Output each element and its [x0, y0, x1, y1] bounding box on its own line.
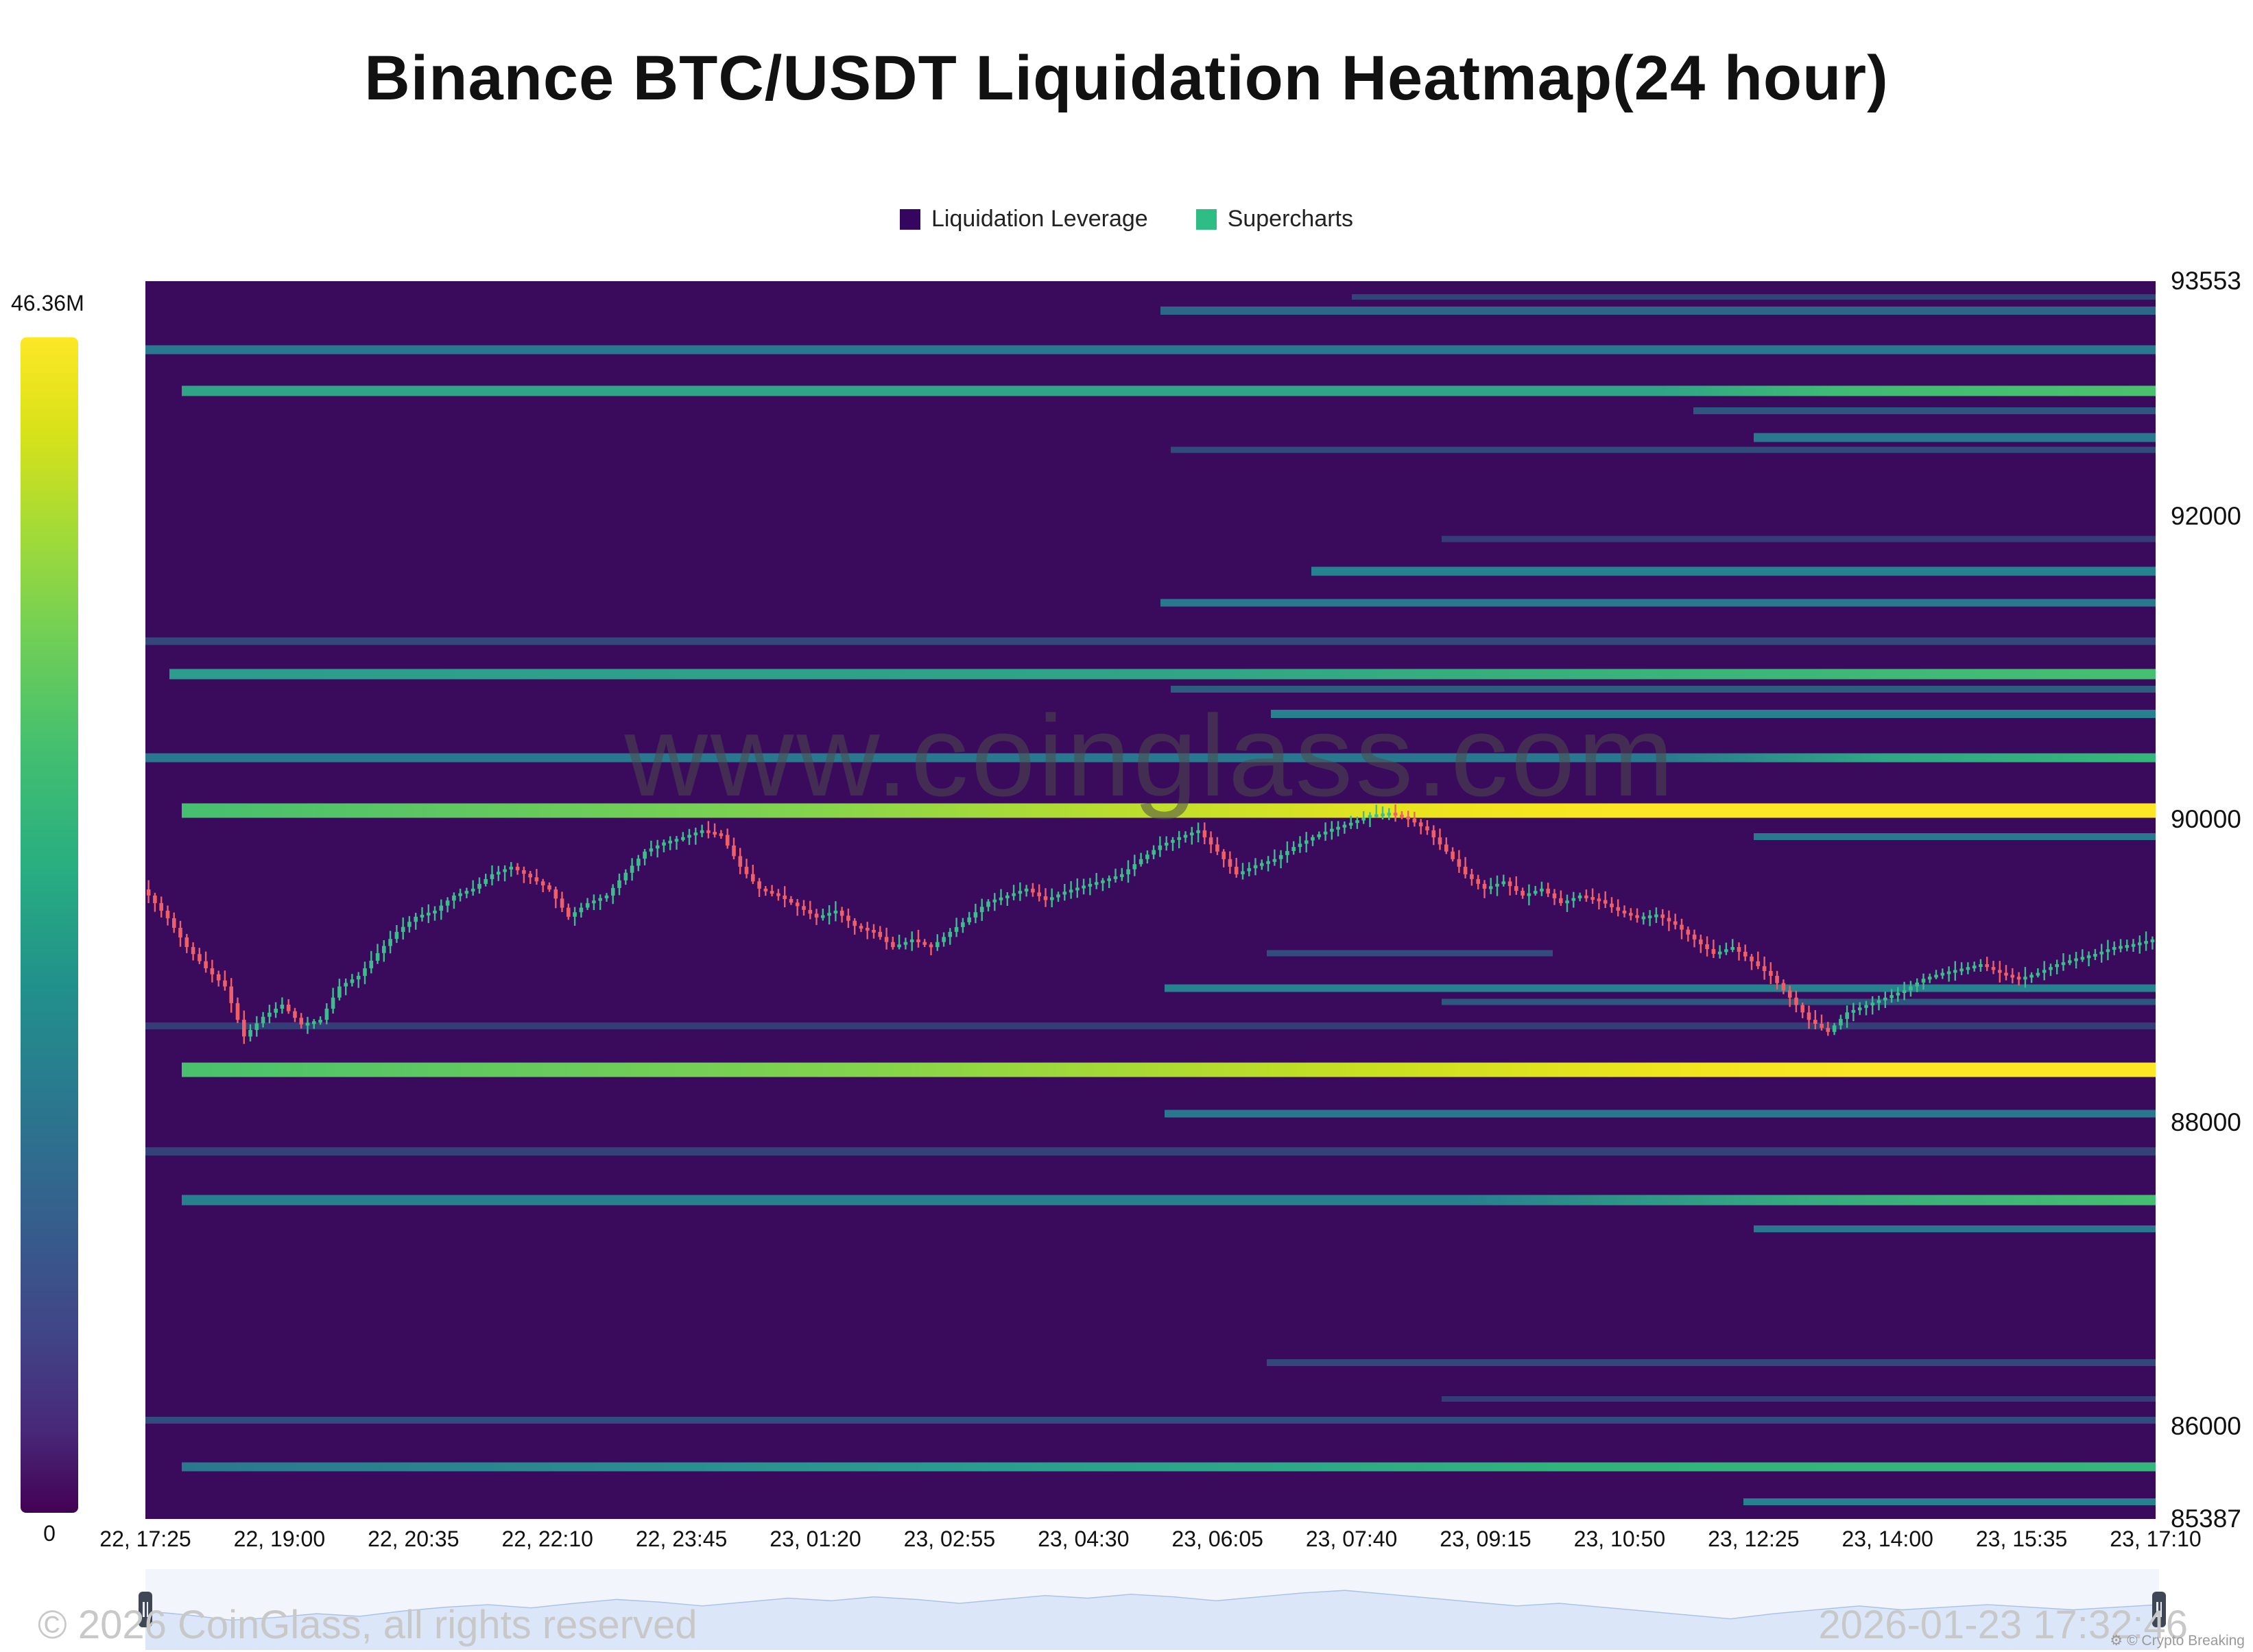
liquidation-band [1170, 446, 2156, 453]
liquidation-band [1170, 686, 2156, 693]
x-tick-label: 23, 14:00 [1841, 1527, 1933, 1551]
x-tick-label: 23, 15:35 [1975, 1527, 2068, 1551]
supercharts-swatch-icon [1195, 208, 1217, 230]
liquidation-band [1693, 407, 2156, 414]
liquidation-band [145, 1022, 2156, 1029]
liquidation-band [145, 1147, 2156, 1156]
page-title: Binance BTC/USDT Liquidation Heatmap(24 … [364, 43, 1889, 113]
x-tick-label: 23, 04:30 [1038, 1527, 1130, 1551]
liquidation-band [1753, 433, 2156, 442]
y-tick-label: 85387 [2171, 1505, 2241, 1533]
legend-item-liquidation-leverage[interactable]: Liquidation Leverage [899, 206, 1148, 232]
nav-handle-right[interactable] [2152, 1592, 2166, 1627]
liquidation-band [1267, 950, 1553, 957]
colorbar [21, 337, 78, 1513]
liquidation-band [145, 637, 2156, 645]
footer-timestamp: 2026-01-23 17:32:46 [1818, 1603, 2188, 1647]
liquidation-band [181, 385, 2156, 396]
price-candles-svg [146, 804, 2155, 1044]
y-tick-label: 90000 [2171, 805, 2241, 834]
colorbar-max-label: 46.36M [11, 291, 84, 315]
y-tick-label: 86000 [2171, 1411, 2241, 1440]
legend: Liquidation Leverage Supercharts [0, 206, 2253, 232]
legend-label: Liquidation Leverage [931, 206, 1148, 232]
liquidation-band [1160, 599, 2156, 607]
nav-handle-left[interactable] [139, 1592, 152, 1627]
x-axis: 22, 17:25 22, 19:00 22, 20:35 22, 22:10 22, … [99, 1527, 2201, 1557]
footer-copyright: © 2026 CoinGlass, all rights reserved [38, 1603, 698, 1647]
crypto-breaking-credit: ⚙ © Crypto Breaking [2110, 1632, 2245, 1649]
liquidation-band [181, 1462, 2156, 1472]
liquidation-band [1442, 1396, 2156, 1402]
x-tick-label: 22, 17:25 [99, 1527, 191, 1551]
liquidation-band [1743, 1498, 2156, 1506]
credit-label: © Crypto Breaking [2127, 1632, 2245, 1649]
liquidation-band [1442, 536, 2156, 542]
x-tick-label: 23, 07:40 [1305, 1527, 1398, 1551]
liquidation-band [181, 803, 2156, 818]
x-tick-label: 23, 01:20 [770, 1527, 861, 1551]
y-tick-label: 93553 [2171, 267, 2241, 295]
colorbar-min-label: 0 [43, 1521, 56, 1546]
x-tick-label: 23, 17:10 [2110, 1527, 2202, 1551]
gear-icon: ⚙ [2110, 1633, 2123, 1649]
liquidation-band [1311, 566, 2156, 576]
liquidation-band [1160, 306, 2156, 315]
plot-canvas[interactable]: www.coinglass.com [145, 281, 2156, 1519]
x-tick-label: 22, 23:45 [635, 1527, 728, 1551]
liquidation-band [1351, 294, 2156, 300]
liquidation-band [181, 1195, 2156, 1206]
liquidation-band [1165, 984, 2156, 992]
liquidation-band [181, 1062, 2156, 1077]
x-tick-label: 22, 19:00 [233, 1527, 326, 1551]
navigator-area-svg [145, 1590, 2159, 1650]
x-tick-label: 22, 20:35 [368, 1527, 460, 1551]
y-tick-label: 92000 [2171, 502, 2241, 531]
x-tick-label: 23, 10:50 [1573, 1527, 1666, 1551]
liquidation-band [145, 753, 2156, 763]
x-tick-label: 23, 06:05 [1171, 1527, 1263, 1551]
navigator[interactable] [139, 1569, 2166, 1650]
liquidation-band [1267, 1358, 2156, 1366]
x-tick-label: 22, 22:10 [501, 1527, 593, 1551]
liquidation-bands-layer [145, 281, 2156, 1519]
liquidation-band [145, 1416, 2156, 1424]
liquidation-band [1271, 709, 2156, 718]
liquidation-band [1442, 998, 2156, 1005]
y-tick-label: 88000 [2171, 1108, 2241, 1137]
x-tick-label: 23, 02:55 [903, 1527, 996, 1551]
liquidation-band [145, 345, 2156, 355]
legend-label: Supercharts [1227, 206, 1354, 232]
liquidation-band [169, 669, 2156, 680]
liquidation-band [1165, 1110, 2156, 1118]
liquidation-leverage-swatch-icon [899, 208, 920, 230]
legend-item-supercharts[interactable]: Supercharts [1195, 206, 1354, 232]
liquidation-band [1753, 833, 2156, 840]
x-tick-label: 23, 12:25 [1708, 1527, 1800, 1551]
liquidation-band [1753, 1225, 2156, 1233]
y-axis: 93553 92000 90000 88000 86000 85387 [2171, 267, 2253, 1533]
x-tick-label: 23, 09:15 [1440, 1527, 1531, 1551]
